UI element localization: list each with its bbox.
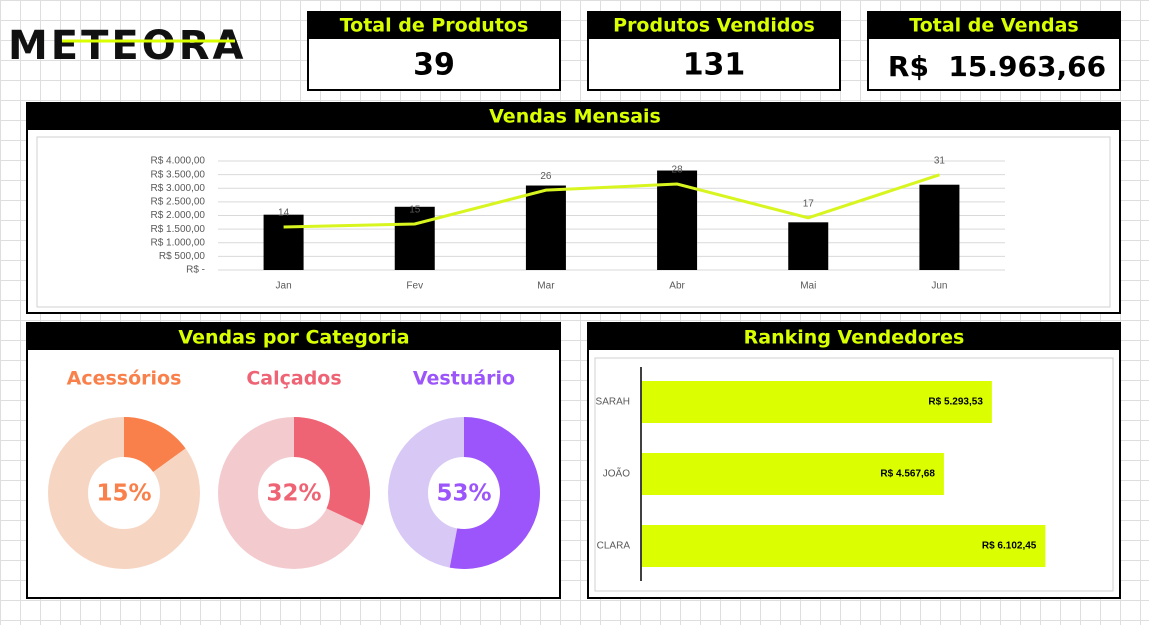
x-tick-label: Jan — [276, 281, 292, 292]
data-label: R$ 6.102,45 — [982, 541, 1037, 552]
data-label: 26 — [540, 171, 552, 182]
data-label: 15 — [409, 205, 421, 216]
x-tick-label: Jun — [931, 281, 947, 292]
kpi-label: Total de Produtos — [340, 15, 529, 37]
y-tick-label: R$ 1.000,00 — [151, 237, 206, 248]
value-label: 15% — [96, 481, 151, 507]
panel-header — [27, 323, 560, 350]
data-label: R$ 5.293,53 — [928, 397, 983, 408]
kpi-value: 131 — [683, 48, 746, 83]
y-tick-label: R$ 2.500,00 — [151, 197, 206, 208]
bar — [525, 185, 566, 270]
kpi-label: Produtos Vendidos — [613, 15, 815, 37]
y-tick-label: SARAH — [596, 397, 630, 408]
y-tick-label: R$ - — [186, 265, 205, 276]
kpi-value: 39 — [413, 48, 455, 83]
category-label: Vestuário — [413, 368, 515, 390]
bar — [394, 206, 435, 270]
kpi-card: Total de Vendas R$ 15.963,66 — [867, 11, 1121, 91]
data-label: 14 — [278, 208, 290, 219]
data-label: 28 — [672, 165, 684, 176]
bar — [919, 184, 960, 270]
y-tick-label: CLARA — [597, 541, 631, 552]
bar — [788, 222, 829, 270]
bar — [642, 525, 1046, 567]
y-tick-label: R$ 3.000,00 — [151, 183, 206, 194]
y-tick-label: R$ 500,00 — [159, 251, 206, 262]
bar — [642, 381, 992, 423]
category-label: Calçados — [246, 368, 341, 390]
x-tick-label: Abr — [669, 281, 685, 292]
chart-title: Vendas Mensais — [489, 106, 661, 128]
value-label: 32% — [266, 481, 321, 507]
y-tick-label: R$ 1.500,00 — [151, 224, 206, 235]
panel-header — [27, 103, 1120, 130]
donut-slice — [449, 417, 541, 569]
category-label: Acessórios — [67, 368, 182, 390]
chart-title: Ranking Vendedores — [744, 327, 965, 349]
line — [283, 173, 940, 229]
data-label: 17 — [803, 198, 815, 209]
data-label: R$ 4.567,68 — [880, 469, 935, 480]
panel-header — [588, 323, 1120, 350]
kpi-card: Produtos Vendidos 131 — [587, 11, 841, 91]
x-tick-label: Mai — [800, 281, 816, 292]
y-tick-label: R$ 2.000,00 — [151, 210, 206, 221]
logo: METEORA — [8, 23, 247, 69]
value-label: 53% — [436, 481, 491, 507]
donut-slice — [294, 417, 370, 526]
x-tick-label: Fev — [406, 281, 423, 292]
kpi-label: Total de Vendas — [909, 15, 1078, 37]
bar — [263, 214, 304, 270]
y-tick-label: R$ 4.000,00 — [151, 156, 206, 167]
x-tick-label: Mar — [537, 281, 555, 292]
data-label: 31 — [934, 155, 946, 166]
y-tick-label: JOÃO — [603, 467, 630, 480]
bar — [642, 453, 944, 495]
kpi-value: R$ 15.963,66 — [888, 50, 1106, 83]
kpi-card: Total de Produtos 39 — [307, 11, 561, 91]
chart-title: Vendas por Categoria — [178, 327, 409, 349]
y-tick-label: R$ 3.500,00 — [151, 169, 206, 180]
donut-slice — [124, 417, 186, 472]
